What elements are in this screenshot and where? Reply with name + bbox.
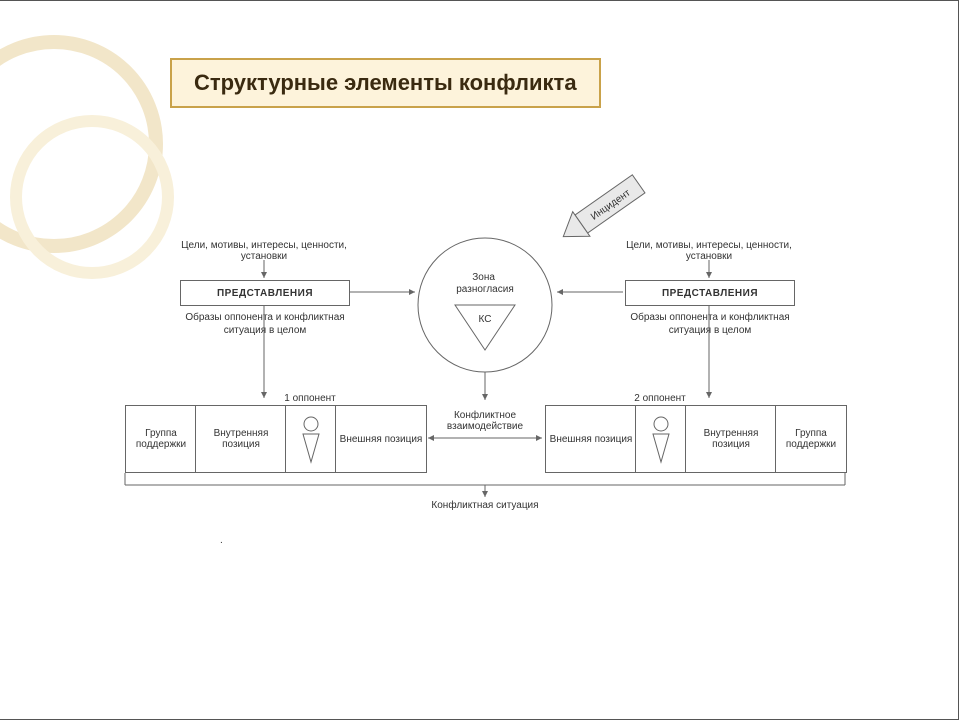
opponent2-label: 2 оппонент (625, 393, 695, 404)
stray-dot: . (220, 535, 223, 546)
center-top-line1: Зона (472, 272, 495, 283)
outer-position-right: Внешняя позиция (545, 405, 637, 473)
group-support-right: Группа поддержки (775, 405, 847, 473)
opponent1-label: 1 оппонент (275, 393, 345, 404)
outer-position-right-label: Внешняя позиция (550, 434, 633, 445)
interaction-label: Конфликтное взаимодействие (435, 410, 535, 432)
center-kc: КС (479, 314, 492, 325)
conflict-structure-diagram: Цели, мотивы, интересы, ценности, устано… (125, 200, 845, 540)
inner-position-left: Внутренняя позиция (195, 405, 287, 473)
person-icon (286, 406, 336, 472)
conflict-situation-label: Конфликтная ситуация (415, 500, 555, 511)
group-support-left-label: Группа поддержки (126, 428, 196, 450)
inner-position-left-label: Внутренняя позиция (196, 428, 286, 450)
center-top-line2: разногласия (456, 284, 514, 295)
opponent2-cell (635, 405, 687, 473)
inner-position-right: Внутренняя позиция (685, 405, 777, 473)
opponent1-cell (285, 405, 337, 473)
group-support-right-label: Группа поддержки (776, 428, 846, 450)
outer-position-left: Внешняя позиция (335, 405, 427, 473)
slide-title: Структурные элементы конфликта (170, 58, 601, 108)
diagram-svg: Зона разногласия КС Инцидент (125, 200, 845, 540)
slide-title-text: Структурные элементы конфликта (194, 70, 577, 95)
group-support-left: Группа поддержки (125, 405, 197, 473)
outer-position-left-label: Внешняя позиция (340, 434, 423, 445)
inner-position-right-label: Внутренняя позиция (686, 428, 776, 450)
person-icon (636, 406, 686, 472)
